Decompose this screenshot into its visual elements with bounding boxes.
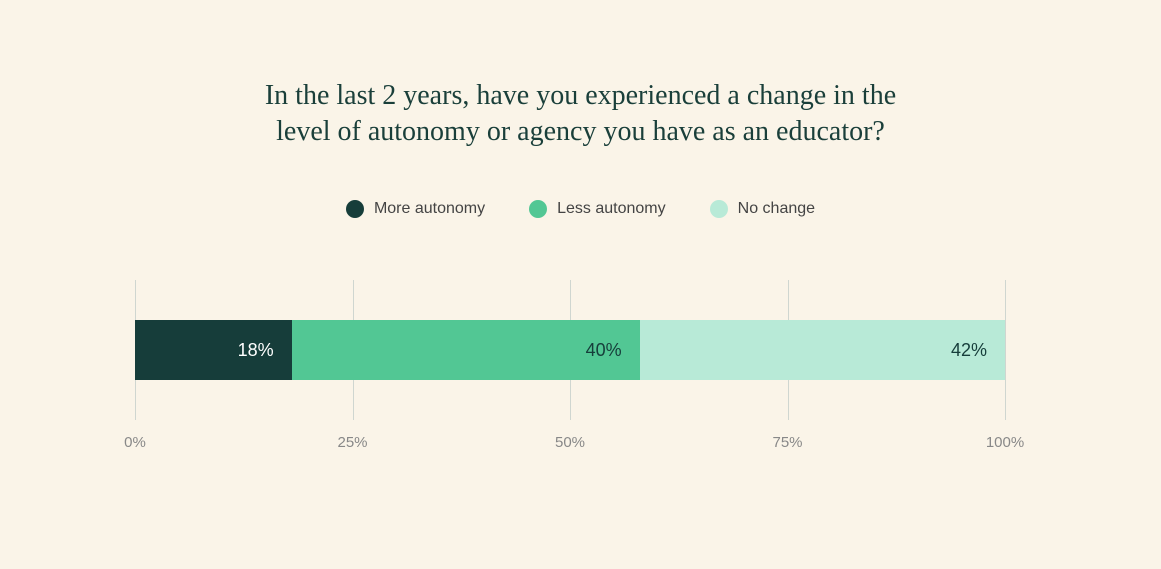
bar-track: 18% 40% 42%	[135, 320, 1005, 380]
segment-value-1: 40%	[586, 340, 622, 361]
chart: 18% 40% 42% 0% 25% 50% 75% 100%	[135, 280, 1005, 458]
axis-label-50: 50%	[555, 434, 585, 451]
segment-more-autonomy: 18%	[135, 320, 292, 380]
legend-swatch-2	[710, 200, 728, 218]
gridline-100	[1005, 280, 1006, 420]
legend: More autonomy Less autonomy No change	[0, 200, 1161, 218]
legend-item-no-change: No change	[710, 200, 815, 218]
legend-label-0: More autonomy	[374, 200, 485, 218]
segment-no-change: 42%	[640, 320, 1005, 380]
legend-label-1: Less autonomy	[557, 200, 666, 218]
axis-label-25: 25%	[337, 434, 367, 451]
segment-value-0: 18%	[238, 340, 274, 361]
x-axis: 0% 25% 50% 75% 100%	[135, 434, 1005, 458]
chart-title: In the last 2 years, have you experience…	[0, 78, 1161, 151]
title-line-2: level of autonomy or agency you have as …	[276, 116, 885, 147]
axis-label-0: 0%	[124, 434, 146, 451]
plot-area: 18% 40% 42%	[135, 280, 1005, 420]
axis-label-100: 100%	[986, 434, 1024, 451]
title-line-1: In the last 2 years, have you experience…	[265, 80, 896, 111]
legend-swatch-0	[346, 200, 364, 218]
legend-item-less-autonomy: Less autonomy	[529, 200, 666, 218]
segment-value-2: 42%	[951, 340, 987, 361]
legend-item-more-autonomy: More autonomy	[346, 200, 485, 218]
axis-label-75: 75%	[772, 434, 802, 451]
legend-label-2: No change	[738, 200, 815, 218]
segment-less-autonomy: 40%	[292, 320, 640, 380]
legend-swatch-1	[529, 200, 547, 218]
